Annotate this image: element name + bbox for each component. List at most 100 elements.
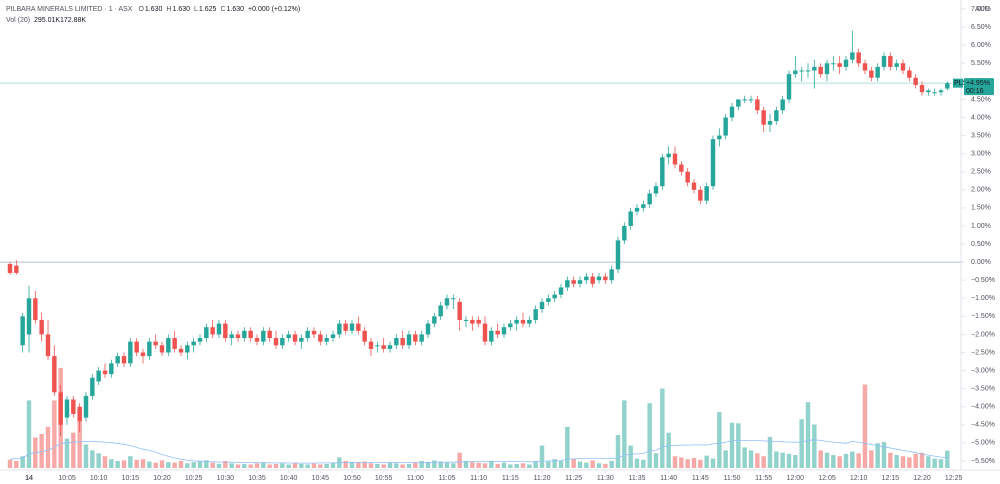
volume-bar — [172, 462, 177, 468]
candle-body — [14, 265, 19, 273]
volume-bar — [603, 463, 608, 468]
candle-body — [457, 301, 462, 320]
candle-body — [273, 338, 279, 346]
volume-bar — [413, 462, 418, 468]
candle-body — [888, 56, 893, 67]
volume-bar — [52, 400, 57, 468]
candle-body — [438, 305, 443, 317]
candle-body — [603, 276, 608, 281]
candle-body — [83, 395, 89, 418]
volume-bar — [318, 464, 323, 468]
candle-body — [451, 298, 456, 300]
volume-bar — [286, 464, 291, 468]
x-tick-label: 11:20 — [534, 475, 551, 482]
candle-body — [660, 157, 665, 187]
volume-bar — [77, 420, 82, 468]
volume-bar — [210, 462, 215, 468]
candle-body — [698, 189, 703, 201]
candle-body — [33, 298, 38, 320]
volume-bar — [622, 400, 627, 468]
candle-body — [774, 110, 779, 122]
y-tick-label: −2.00% — [971, 331, 995, 338]
volume-bar — [343, 460, 348, 468]
candle-body — [121, 356, 127, 364]
volume-bar — [577, 461, 583, 468]
candle-body — [596, 276, 602, 281]
candle-body — [831, 63, 836, 65]
volume-bar — [489, 460, 494, 468]
y-tick-label: 5.50% — [971, 60, 991, 67]
candle-body — [793, 70, 798, 75]
candle-body — [349, 323, 355, 331]
volume-bar — [818, 450, 823, 468]
candle-body — [780, 99, 785, 111]
volume-bar — [273, 463, 279, 468]
x-tick-label: 11:15 — [502, 475, 519, 482]
candle-body — [875, 66, 880, 78]
candle-body — [558, 287, 564, 295]
volume-bar — [875, 443, 880, 468]
volume-bar — [615, 435, 621, 468]
volume-bar — [850, 451, 855, 468]
volume-bar — [755, 453, 760, 468]
candle-body — [20, 316, 25, 346]
y-tick-label: −4.00% — [971, 404, 995, 411]
candle-body — [166, 338, 171, 353]
volume-bar — [102, 456, 108, 468]
candle-body — [96, 370, 101, 382]
x-tick-label: 10:20 — [153, 475, 171, 482]
candle-body — [280, 338, 285, 346]
candle-body — [805, 70, 811, 72]
y-tick-label: 4.50% — [971, 96, 991, 103]
candle-body — [907, 70, 912, 78]
candle-body — [729, 106, 735, 118]
candle-body — [64, 399, 70, 418]
volume-bar — [254, 463, 260, 468]
volume-bar — [628, 445, 633, 468]
volume-bar — [470, 462, 475, 468]
volume-bar — [248, 464, 253, 468]
volume-bar — [349, 462, 355, 468]
candle-body — [318, 334, 323, 342]
candle-body — [679, 164, 684, 172]
volume-bar — [799, 419, 804, 468]
candle-body — [368, 341, 374, 349]
candle-body — [641, 204, 646, 208]
volume-bar — [584, 462, 589, 468]
legend-key: H — [166, 6, 171, 13]
y-tick-label: 2.00% — [971, 187, 991, 194]
volume-bar — [242, 463, 247, 468]
candle-body — [102, 370, 108, 375]
candle-body — [577, 280, 583, 284]
y-tick-label: −3.00% — [971, 367, 995, 374]
volume-bar — [476, 462, 481, 468]
candle-body — [691, 182, 697, 190]
candle-body — [223, 323, 228, 339]
volume-bar — [425, 462, 431, 468]
candle-body — [210, 327, 215, 335]
candle-body — [425, 323, 431, 335]
candle-body — [153, 341, 158, 346]
volume-bar — [679, 457, 684, 468]
candle-body — [609, 269, 614, 281]
volume-bar — [406, 463, 412, 468]
candle-body — [818, 66, 823, 75]
volume-bar — [299, 463, 304, 468]
volume-bar — [546, 461, 551, 468]
chart-title: PILBARA MINERALS LIMITED · 1 · ASX — [6, 6, 133, 13]
y-tick-label: 1.50% — [971, 205, 991, 212]
x-tick-label: 11:25 — [565, 475, 582, 482]
legend-value: 1.625 — [199, 6, 217, 13]
volume-bar — [438, 461, 443, 468]
candle-body — [539, 301, 545, 310]
volume-bar — [666, 432, 671, 468]
volume-bar — [223, 460, 228, 468]
volume-bar — [539, 445, 545, 468]
volume-bar — [590, 460, 595, 468]
y-tick-label: 3.00% — [971, 150, 991, 157]
volume-bar — [292, 462, 298, 468]
x-tick-label: 11:30 — [597, 475, 614, 482]
candle-body — [704, 186, 709, 201]
volume-bar — [837, 456, 842, 468]
